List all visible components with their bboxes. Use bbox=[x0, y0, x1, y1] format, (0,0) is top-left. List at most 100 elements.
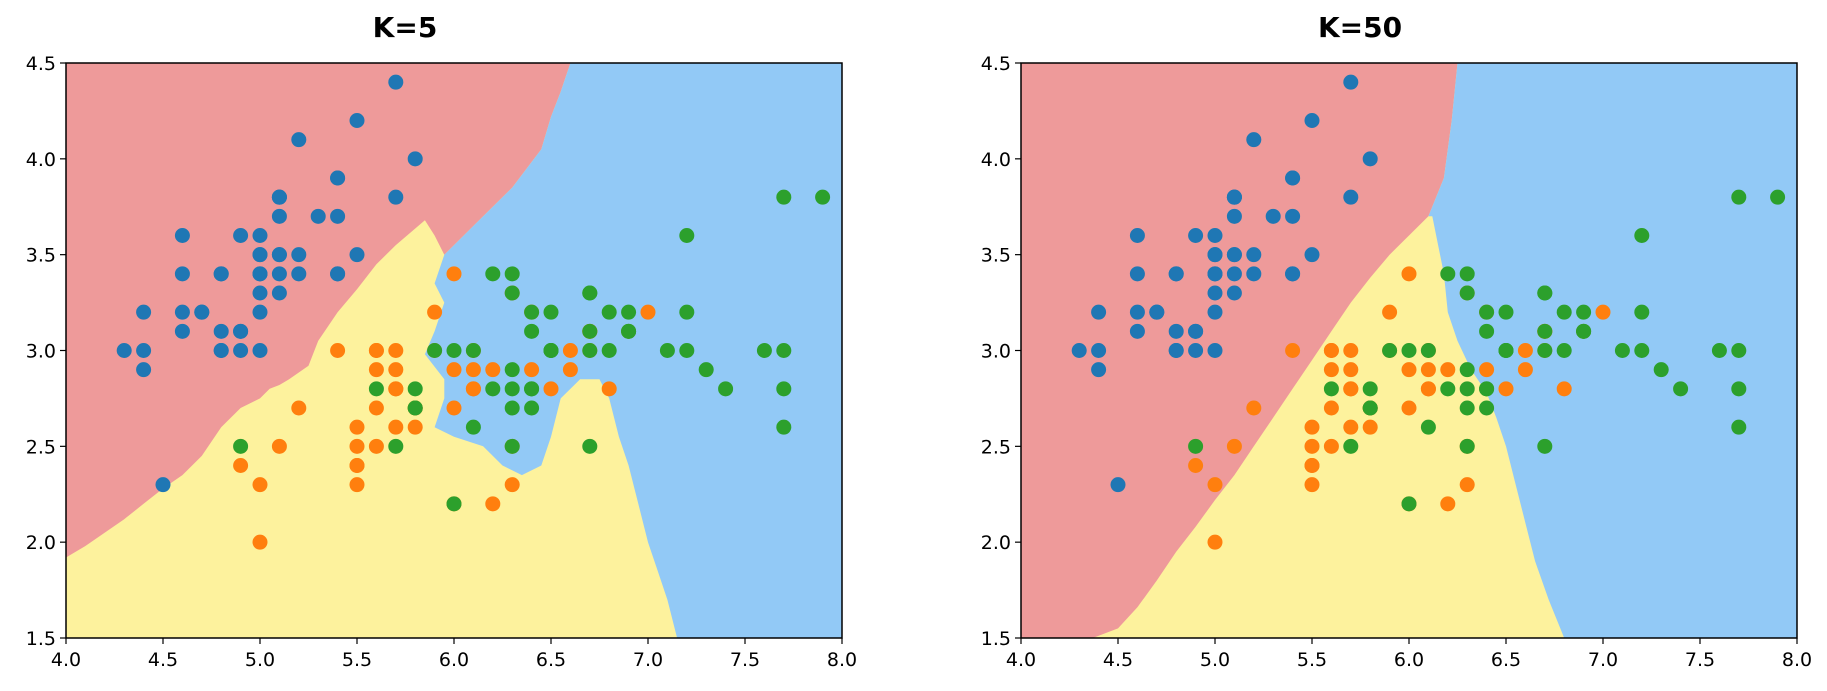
versicolor-point bbox=[1401, 266, 1417, 282]
setosa-point bbox=[252, 285, 268, 301]
versicolor-point bbox=[1440, 362, 1456, 378]
setosa-point bbox=[1246, 132, 1262, 148]
setosa-point bbox=[1188, 228, 1204, 243]
virginica-point bbox=[1556, 304, 1572, 320]
versicolor-point bbox=[601, 381, 617, 397]
versicolor-point bbox=[1323, 400, 1339, 416]
versicolor-point bbox=[233, 458, 249, 473]
setosa-point bbox=[174, 323, 190, 339]
versicolor-point bbox=[388, 343, 404, 358]
versicolor-point bbox=[349, 458, 365, 473]
y-tick-label: 3.5 bbox=[981, 245, 1011, 267]
x-tick-label: 8.0 bbox=[827, 649, 857, 671]
setosa-point bbox=[1207, 266, 1223, 282]
setosa-point bbox=[1091, 343, 1107, 358]
setosa-point bbox=[174, 304, 190, 320]
setosa-point bbox=[1110, 477, 1126, 493]
setosa-point bbox=[1207, 285, 1223, 301]
virginica-point bbox=[621, 304, 637, 320]
y-tick-label: 4.0 bbox=[981, 149, 1011, 171]
versicolor-point bbox=[368, 400, 384, 416]
versicolor-point bbox=[330, 343, 346, 358]
virginica-point bbox=[1614, 343, 1630, 358]
setosa-point bbox=[1188, 343, 1204, 358]
y-tick-label: 4.5 bbox=[26, 53, 56, 75]
region-virginica bbox=[424, 63, 842, 638]
plot-area bbox=[1020, 62, 1798, 639]
virginica-point bbox=[465, 419, 481, 435]
y-tick-label: 4.0 bbox=[26, 149, 56, 171]
versicolor-point bbox=[388, 419, 404, 435]
virginica-point bbox=[1420, 419, 1436, 435]
versicolor-point bbox=[640, 304, 656, 320]
chart-title: K=5 bbox=[373, 11, 438, 44]
versicolor-point bbox=[465, 362, 481, 378]
setosa-point bbox=[252, 247, 268, 263]
virginica-point bbox=[776, 189, 792, 205]
setosa-point bbox=[1226, 285, 1242, 301]
virginica-point bbox=[233, 438, 249, 454]
setosa-point bbox=[1129, 323, 1145, 339]
versicolor-point bbox=[271, 438, 287, 454]
virginica-point bbox=[698, 362, 714, 378]
virginica-point bbox=[1731, 343, 1747, 358]
setosa-point bbox=[174, 266, 190, 282]
virginica-point bbox=[543, 343, 559, 358]
setosa-point bbox=[233, 228, 249, 243]
setosa-point bbox=[1226, 208, 1242, 224]
versicolor-point bbox=[1382, 304, 1398, 320]
x-axis: 4.0 4.5 5.0 5.5 6.0 6.5 7.0 7.5 8.0 bbox=[1006, 638, 1812, 671]
versicolor-point bbox=[1323, 343, 1339, 358]
setosa-point bbox=[291, 132, 307, 148]
y-axis: 1.5 2.0 2.5 3.0 3.5 4.0 4.5 bbox=[26, 53, 66, 650]
virginica-point bbox=[582, 343, 598, 358]
virginica-point bbox=[446, 496, 462, 512]
setosa-point bbox=[136, 343, 152, 358]
setosa-point bbox=[349, 113, 365, 128]
virginica-point bbox=[718, 381, 734, 397]
virginica-point bbox=[1556, 343, 1572, 358]
virginica-point bbox=[1459, 362, 1475, 378]
versicolor-point bbox=[446, 400, 462, 416]
virginica-point bbox=[504, 285, 520, 301]
versicolor-point bbox=[1343, 343, 1359, 358]
versicolor-point bbox=[1420, 362, 1436, 378]
setosa-point bbox=[1226, 189, 1242, 205]
versicolor-point bbox=[1343, 419, 1359, 435]
virginica-point bbox=[1323, 381, 1339, 397]
setosa-point bbox=[136, 304, 152, 320]
x-tick-label: 6.5 bbox=[536, 649, 566, 671]
virginica-point bbox=[504, 381, 520, 397]
versicolor-point bbox=[349, 477, 365, 493]
versicolor-point bbox=[485, 362, 501, 378]
y-tick-label: 1.5 bbox=[981, 628, 1011, 650]
virginica-point bbox=[1537, 285, 1553, 301]
virginica-point bbox=[1401, 343, 1417, 358]
setosa-point bbox=[271, 247, 287, 263]
versicolor-point bbox=[1401, 400, 1417, 416]
versicolor-point bbox=[1304, 419, 1320, 435]
versicolor-point bbox=[1323, 438, 1339, 454]
virginica-point bbox=[1731, 189, 1747, 205]
virginica-point bbox=[1459, 285, 1475, 301]
versicolor-point bbox=[1304, 458, 1320, 473]
x-tick-label: 5.5 bbox=[1297, 649, 1327, 671]
versicolor-point bbox=[252, 477, 268, 493]
x-tick-label: 5.0 bbox=[245, 649, 275, 671]
region-virginica bbox=[1428, 63, 1797, 638]
y-tick-label: 3.5 bbox=[26, 245, 56, 267]
x-tick-label: 7.0 bbox=[633, 649, 663, 671]
y-tick-label: 3.0 bbox=[981, 341, 1011, 363]
virginica-point bbox=[1459, 438, 1475, 454]
setosa-point bbox=[1168, 323, 1184, 339]
virginica-point bbox=[582, 323, 598, 339]
versicolor-point bbox=[1343, 362, 1359, 378]
versicolor-point bbox=[562, 362, 578, 378]
virginica-point bbox=[1343, 438, 1359, 454]
virginica-point bbox=[1479, 304, 1495, 320]
setosa-point bbox=[233, 343, 249, 358]
chart-k50: K=50 4.0 4.5 5.0 5.5 6.0 6.5 7.0 7.5 8.0 1.5 2.0 2… bbox=[981, 11, 1812, 671]
virginica-point bbox=[1576, 323, 1592, 339]
setosa-point bbox=[1246, 266, 1262, 282]
versicolor-point bbox=[368, 362, 384, 378]
